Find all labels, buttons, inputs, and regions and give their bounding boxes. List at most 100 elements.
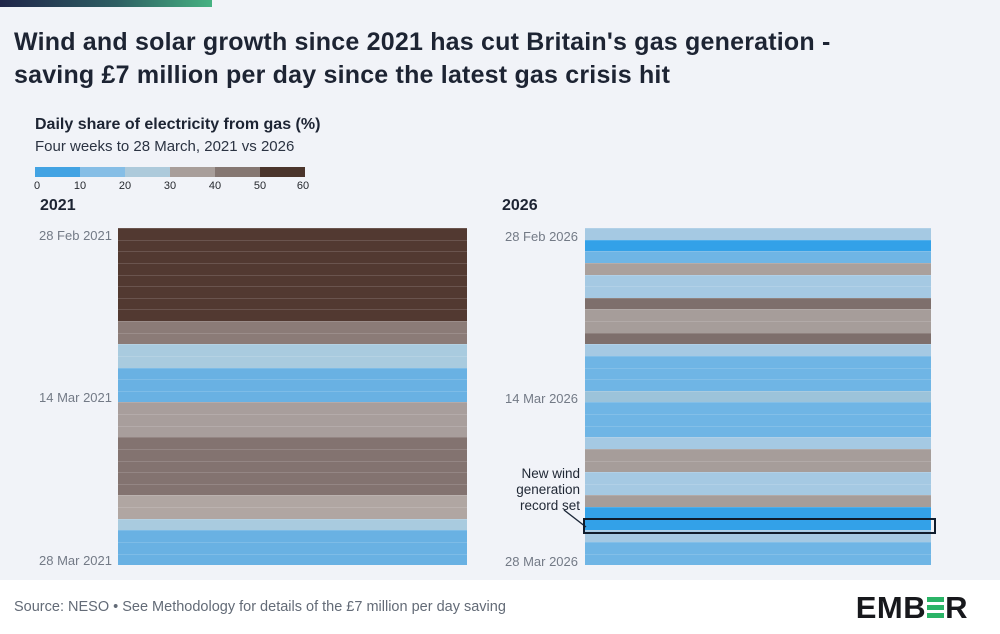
day-row	[585, 297, 931, 310]
day-row	[585, 483, 931, 496]
axis-label-2021-mid: 14 Mar 2021	[39, 390, 112, 405]
panel-title-2026: 2026	[502, 197, 538, 214]
day-row	[585, 402, 931, 414]
tick-label: 10	[73, 180, 87, 192]
day-row	[585, 355, 931, 368]
day-row	[585, 448, 931, 461]
day-row	[585, 414, 931, 426]
day-row	[118, 286, 467, 298]
day-row	[585, 530, 931, 542]
annotation-line-3: record set	[519, 498, 580, 513]
day-row	[585, 321, 931, 333]
day-row	[585, 553, 931, 566]
day-row	[118, 553, 467, 566]
legend-subtitle: Four weeks to 28 March, 2021 vs 2026	[35, 138, 295, 155]
day-row	[585, 495, 931, 507]
legend-colorbar	[35, 167, 305, 177]
source-note: Source: NESO • See Methodology for detai…	[14, 599, 506, 615]
heatmap-2021	[118, 228, 467, 566]
day-row	[585, 251, 931, 263]
legend-title: Daily share of electricity from gas (%)	[35, 116, 321, 133]
day-row	[118, 379, 467, 391]
day-row	[118, 541, 467, 554]
axis-label-2026-end: 28 Mar 2026	[505, 554, 578, 569]
day-row	[118, 437, 467, 449]
day-row	[118, 239, 467, 252]
colorbar-segment	[35, 167, 80, 177]
annotation-line-1: New wind	[521, 466, 580, 481]
day-row	[118, 344, 467, 356]
day-row	[585, 507, 931, 519]
day-row	[118, 448, 467, 461]
tick-label: 20	[118, 180, 132, 192]
day-row	[118, 297, 467, 310]
day-row	[118, 321, 467, 333]
day-row	[585, 379, 931, 391]
axis-label-2021-end: 28 Mar 2021	[39, 553, 112, 568]
color-legend: Daily share of electricity from gas (%) …	[33, 116, 335, 194]
colorbar-segment	[215, 167, 260, 177]
day-row	[585, 472, 931, 484]
axis-label-2026-mid: 14 Mar 2026	[505, 391, 578, 406]
tick-label: 30	[163, 180, 177, 192]
axis-label-2026-start: 28 Feb 2026	[504, 229, 578, 244]
day-row	[118, 518, 467, 531]
day-row	[118, 425, 467, 438]
day-row	[118, 483, 467, 496]
day-row	[585, 541, 931, 554]
day-row	[585, 286, 931, 298]
day-row	[118, 414, 467, 426]
ember-green-e-icon	[927, 596, 945, 618]
brand-gradient-bar	[0, 0, 212, 7]
page-title: Wind and solar growth since 2021 has cut…	[14, 26, 974, 92]
colorbar-segment	[125, 167, 170, 177]
day-row	[585, 228, 931, 240]
day-row	[118, 472, 467, 484]
tick-label: 50	[253, 180, 267, 192]
day-row	[118, 262, 467, 275]
colorbar-segment	[80, 167, 125, 177]
logo-text-emb: EMB	[855, 589, 927, 625]
day-row	[118, 507, 467, 519]
day-row	[118, 355, 467, 368]
day-row	[118, 332, 467, 345]
day-row	[585, 309, 931, 321]
title-line-1: Wind and solar growth since 2021 has cut…	[14, 28, 831, 56]
tick-label: 60	[296, 180, 310, 192]
day-row	[118, 228, 467, 240]
day-row	[585, 460, 931, 473]
heatmap-2026	[585, 228, 931, 566]
day-row	[118, 251, 467, 263]
footer: Source: NESO • See Methodology for detai…	[0, 580, 1000, 634]
day-row	[585, 332, 931, 345]
day-row	[585, 437, 931, 449]
logo-text-r: R	[945, 589, 968, 625]
day-row	[585, 367, 931, 380]
ember-logo: EMB R	[856, 592, 968, 623]
record-day-highlight	[583, 518, 936, 534]
day-row	[118, 402, 467, 414]
day-row	[118, 495, 467, 507]
axis-label-2021-start: 28 Feb 2021	[38, 228, 112, 243]
record-annotation: New wind generation record set	[488, 466, 580, 514]
annotation-line-2: generation	[516, 482, 580, 497]
panel-title-2021: 2021	[40, 197, 76, 214]
day-row	[585, 262, 931, 275]
title-line-2: saving £7 million per day since the late…	[14, 61, 671, 89]
day-row	[585, 390, 931, 403]
tick-label: 40	[208, 180, 222, 192]
colorbar-segment	[170, 167, 215, 177]
day-row	[585, 239, 931, 252]
legend-ticks: 0 10 20 30 40 50 60	[33, 180, 335, 194]
day-row	[118, 390, 467, 403]
annotation-pointer-line	[563, 509, 587, 528]
day-row	[585, 518, 931, 531]
day-row	[118, 274, 467, 287]
tick-label: 0	[33, 180, 41, 192]
day-row	[118, 367, 467, 380]
day-row	[585, 425, 931, 438]
colorbar-segment	[260, 167, 305, 177]
day-row	[585, 274, 931, 287]
day-row	[118, 460, 467, 473]
